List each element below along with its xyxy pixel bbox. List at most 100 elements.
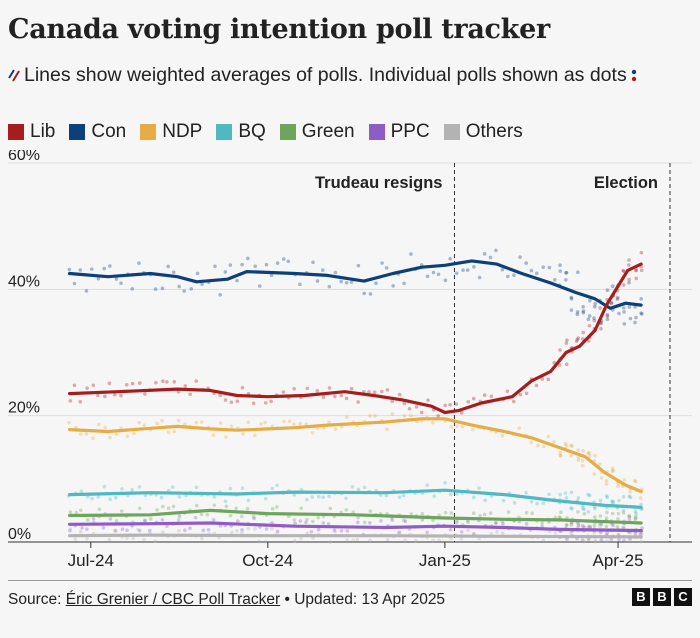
poll-dot <box>397 392 402 397</box>
poll-dot <box>373 414 377 418</box>
poll-dot <box>240 386 245 390</box>
poll-dot <box>132 431 136 436</box>
poll-dot <box>588 524 592 529</box>
poll-dot <box>263 539 268 544</box>
poll-dot <box>541 444 546 449</box>
poll-dot <box>564 278 568 282</box>
poll-dot <box>246 420 251 425</box>
poll-dot <box>269 399 273 404</box>
poll-dot <box>530 511 534 515</box>
poll-dot <box>166 264 170 269</box>
poll-dot <box>212 503 217 507</box>
poll-dot <box>534 383 539 388</box>
poll-dot <box>616 484 620 489</box>
series-line-bq <box>68 488 643 509</box>
poll-dot <box>155 508 159 512</box>
poll-dot <box>85 537 89 541</box>
poll-dot <box>621 508 626 513</box>
legend-label: Con <box>91 121 127 142</box>
poll-dot <box>137 485 142 489</box>
poll-dot <box>270 526 274 531</box>
poll-dot <box>177 514 182 519</box>
poll-dot <box>166 506 171 511</box>
legend-label: Green <box>301 121 355 142</box>
poll-dot <box>80 526 84 530</box>
poll-dot <box>489 394 494 399</box>
poll-dot <box>206 528 211 532</box>
poll-dot <box>367 390 371 394</box>
poll-dot <box>240 530 244 535</box>
poll-dot <box>143 392 147 396</box>
poll-dot <box>108 264 112 268</box>
poll-dot <box>171 504 176 509</box>
poll-dot <box>592 472 597 476</box>
poll-dot <box>632 478 637 483</box>
source-link[interactable]: Éric Grenier / CBC Poll Tracker <box>65 591 281 608</box>
poll-dot <box>84 432 89 436</box>
poll-dot <box>611 468 615 473</box>
legend-item-others: Others <box>443 121 523 143</box>
poll-dot <box>160 504 165 509</box>
poll-dot <box>431 538 435 543</box>
poll-dot <box>108 497 112 502</box>
poll-dot <box>211 433 216 438</box>
y-tick-label: 0% <box>8 526 31 543</box>
poll-dot <box>586 492 591 497</box>
poll-dot <box>304 520 308 525</box>
poll-dot <box>586 339 591 343</box>
poll-dot <box>362 291 366 296</box>
poll-dot <box>460 424 465 429</box>
poll-dot <box>79 489 84 493</box>
poll-dot <box>78 400 83 404</box>
poll-dot <box>443 510 448 515</box>
poll-dot <box>298 421 303 426</box>
poll-dot <box>576 521 581 526</box>
poll-dot <box>275 483 279 488</box>
poll-dot <box>402 281 406 286</box>
poll-dot <box>103 394 107 399</box>
source-note: Source: Éric Grenier / CBC Poll Tracker … <box>8 591 445 609</box>
poll-dot <box>570 444 574 449</box>
poll-dot <box>183 384 188 388</box>
poll-dot <box>172 379 177 384</box>
poll-dot <box>78 508 83 513</box>
poll-dot <box>155 421 159 426</box>
poll-dot <box>576 448 581 452</box>
poll-dot <box>639 268 644 273</box>
poll-dot <box>85 527 89 531</box>
poll-dot <box>622 538 626 543</box>
poll-dot <box>130 287 135 291</box>
poll-dot <box>235 519 240 523</box>
poll-dot <box>402 518 406 523</box>
chart-subtitle: Lines show weighted averages of polls. I… <box>8 62 698 88</box>
poll-dot <box>390 518 394 522</box>
poll-dot <box>482 512 487 517</box>
poll-dot <box>639 502 643 507</box>
poll-dot <box>627 538 632 543</box>
poll-dot <box>119 393 123 398</box>
poll-dot <box>569 296 574 301</box>
poll-dot <box>501 498 506 503</box>
series-line-ppc <box>68 521 643 533</box>
poll-dot <box>397 530 402 535</box>
poll-dot <box>546 377 551 382</box>
poll-dot <box>349 386 354 391</box>
poll-dot <box>627 280 631 285</box>
poll-dot <box>524 261 528 265</box>
poll-dot <box>604 482 609 486</box>
poll-dot <box>299 536 303 541</box>
poll-dot <box>580 463 585 468</box>
poll-dot <box>137 261 141 265</box>
chart-area: 0% 20% 40% 60% Jul-24 Oct-24 Jan-25 Apr-25 Trude… <box>8 150 692 570</box>
poll-dot <box>540 524 544 528</box>
poll-dot <box>634 276 639 281</box>
poll-dot <box>97 507 102 512</box>
poll-dot <box>605 314 610 319</box>
poll-dot <box>281 390 286 394</box>
poll-dot <box>500 531 505 536</box>
footer-divider <box>8 580 692 581</box>
poll-dot <box>368 414 372 418</box>
poll-dot <box>529 440 533 445</box>
poll-dot <box>316 527 321 532</box>
poll-dot <box>344 508 349 512</box>
